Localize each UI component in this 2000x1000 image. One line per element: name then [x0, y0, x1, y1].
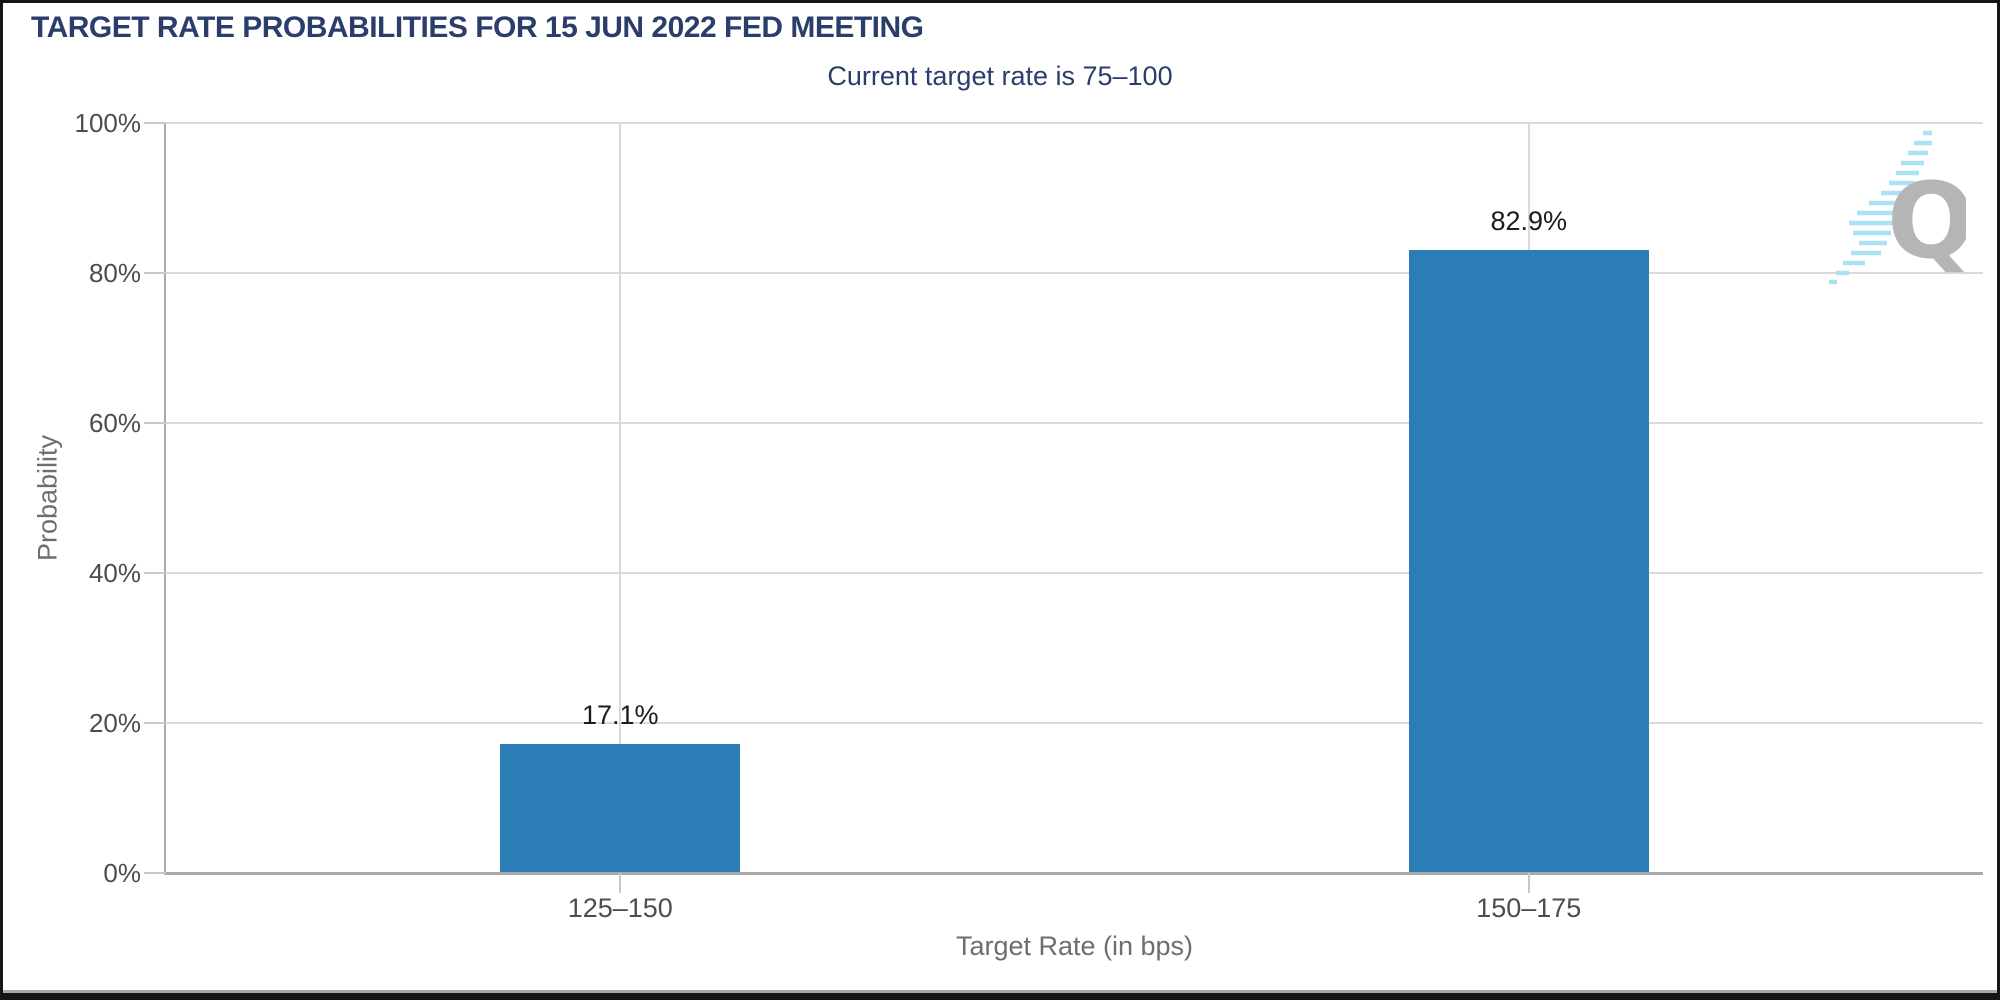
y-axis-line [164, 123, 166, 875]
x-axis-line [166, 872, 1983, 875]
gridline-horizontal-100 [166, 122, 1983, 124]
y-tick-mark [144, 272, 166, 274]
y-tick-label: 40% [88, 558, 141, 588]
q-letter: Q [1887, 160, 1966, 282]
y-tick-mark [144, 422, 166, 424]
y-tick-mark [144, 122, 166, 124]
bottom-frame-line [3, 990, 1997, 993]
y-tick-label: 100% [74, 108, 142, 138]
gridline-vertical-1 [619, 123, 622, 873]
x-tick-mark [619, 873, 622, 893]
gridline-horizontal-80 [166, 272, 1983, 274]
x-axis-title: Target Rate (in bps) [955, 931, 1194, 961]
probability-bar [1408, 250, 1649, 872]
x-category-label: 125–150 [567, 893, 673, 923]
probability-bar [500, 743, 741, 872]
y-tick-mark [144, 572, 166, 574]
watermark-q-logo: Q [1829, 130, 1966, 285]
y-tick-mark [144, 722, 166, 724]
y-tick-label: 80% [88, 258, 141, 288]
bar-value-label: 82.9% [1490, 206, 1568, 237]
y-axis-title: Probability [32, 434, 63, 562]
page-title: TARGET RATE PROBABILITIES FOR 15 JUN 202… [31, 11, 924, 44]
bottom-border [3, 993, 1997, 997]
bar-value-label: 17.1% [581, 699, 659, 730]
x-category-label: 150–175 [1476, 893, 1582, 923]
x-tick-mark [1527, 873, 1530, 893]
gridline-horizontal-20 [166, 722, 1983, 724]
plot-area: 100% 80% 60% 40% 20% 0% 17.1% 82.9% 125–… [75, 108, 1983, 961]
y-tick-label: 20% [88, 708, 141, 738]
chart-subtitle: Current target rate is 75–100 [827, 61, 1173, 91]
y-tick-label: 60% [88, 408, 141, 438]
gridline-horizontal-60 [166, 422, 1983, 424]
gridline-horizontal-40 [166, 572, 1983, 574]
y-tick-label: 0% [103, 858, 141, 888]
y-tick-mark [144, 872, 166, 874]
q-swoosh-dashes [1829, 130, 1932, 285]
